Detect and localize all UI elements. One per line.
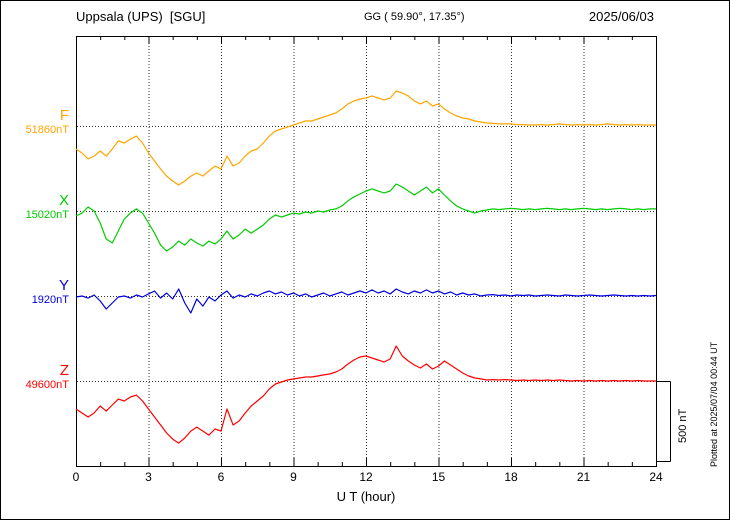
trace-F [75, 90, 656, 186]
x-tick-label: 9 [290, 470, 297, 484]
x-tick-label: 15 [431, 470, 446, 484]
trace-Y [75, 288, 657, 314]
station-title: Uppsala (UPS) [SGU] [76, 9, 206, 24]
trace-X [75, 183, 656, 252]
x-tick-labels: 0 3 6 9 12 15 18 21 24 [1, 470, 729, 486]
trace-Z [75, 345, 656, 444]
x-tick-label: 6 [217, 470, 225, 484]
x-axis-label: U T (hour) [336, 489, 396, 504]
x-tick-label: 0 [72, 470, 80, 484]
x-tick-label: 12 [359, 470, 373, 484]
geographic-coordinates: GG ( 59.90°, 17.35°) [364, 11, 465, 23]
x-tick-label: 21 [576, 470, 591, 484]
x-tick-label: 18 [504, 470, 518, 484]
x-tick-label: 3 [145, 470, 152, 484]
plotted-at-timestamp: Plotted at 2025/07/04 00:44 UT [709, 341, 719, 467]
x-tick-label: 24 [649, 470, 663, 484]
observation-date: 2025/06/03 [588, 9, 654, 24]
scale-bar-label: 500 nT [677, 408, 689, 443]
